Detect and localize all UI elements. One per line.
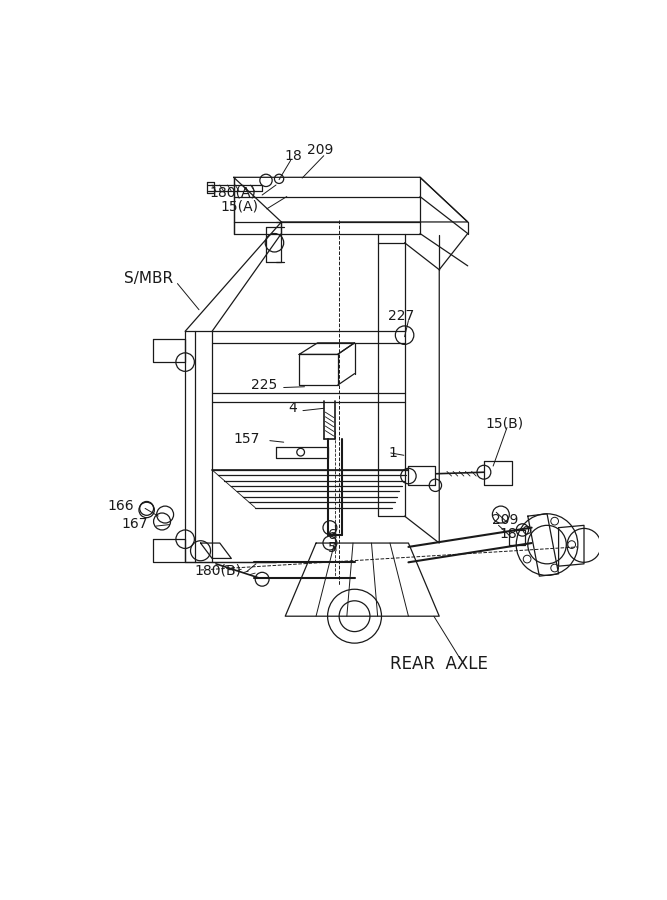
Text: 209: 209 (492, 513, 519, 526)
Text: 4: 4 (289, 401, 297, 415)
Text: 180(A): 180(A) (209, 185, 256, 200)
Text: 227: 227 (388, 309, 414, 323)
Text: 5: 5 (328, 542, 337, 555)
Text: REAR  AXLE: REAR AXLE (390, 655, 488, 673)
Text: 1: 1 (389, 446, 398, 460)
Text: 209: 209 (307, 143, 333, 157)
Text: 18: 18 (285, 148, 303, 163)
Text: 6: 6 (327, 527, 337, 542)
Text: 180(B): 180(B) (194, 563, 241, 577)
Text: 167: 167 (121, 517, 147, 531)
Text: S/MBR: S/MBR (123, 272, 173, 286)
Text: 15(B): 15(B) (486, 417, 524, 431)
Text: 15(A): 15(A) (220, 200, 258, 213)
Text: 225: 225 (251, 378, 277, 392)
Text: 166: 166 (107, 500, 134, 513)
Text: 157: 157 (233, 432, 260, 446)
Text: 18: 18 (500, 526, 518, 541)
